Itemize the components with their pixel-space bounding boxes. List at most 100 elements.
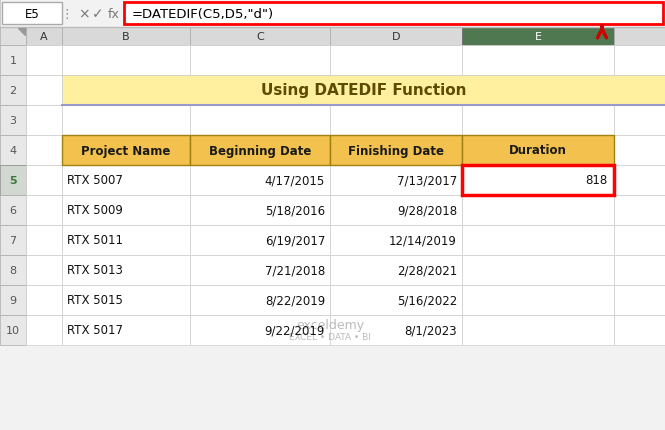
Bar	[0, 106, 26, 136]
Bar	[62, 136, 190, 166]
Bar	[462, 255, 614, 286]
Text: exceldemy: exceldemy	[296, 318, 364, 331]
Bar	[330, 255, 462, 286]
Bar	[26, 106, 62, 136]
Text: 6/19/2017: 6/19/2017	[265, 234, 325, 247]
Bar	[62, 166, 190, 196]
Bar	[614, 28, 665, 46]
Bar	[26, 225, 62, 255]
Bar	[614, 46, 665, 76]
Bar	[330, 196, 462, 225]
Bar	[62, 106, 190, 136]
Bar	[190, 166, 330, 196]
Bar	[62, 255, 190, 286]
Bar	[190, 46, 330, 76]
Bar	[614, 166, 665, 196]
Text: 9/28/2018: 9/28/2018	[397, 204, 457, 217]
Bar	[62, 196, 190, 225]
Bar	[462, 106, 614, 136]
Bar	[0, 166, 26, 196]
Text: 7/13/2017: 7/13/2017	[397, 174, 457, 187]
Text: ✓: ✓	[92, 7, 104, 21]
Text: RTX 5013: RTX 5013	[67, 264, 123, 277]
Bar	[62, 286, 190, 315]
Text: D: D	[392, 32, 400, 42]
Text: RTX 5017: RTX 5017	[67, 324, 123, 337]
Bar	[330, 106, 462, 136]
Bar	[26, 28, 62, 46]
Bar	[614, 315, 665, 345]
Bar	[462, 46, 614, 76]
Text: =DATEDIF(C5,D5,"d"): =DATEDIF(C5,D5,"d")	[132, 7, 274, 21]
Text: 818: 818	[586, 174, 608, 187]
Bar	[190, 136, 330, 166]
Bar	[26, 166, 62, 196]
Bar	[462, 166, 614, 196]
Text: 4/17/2015: 4/17/2015	[265, 174, 325, 187]
Bar	[62, 76, 665, 106]
Bar	[462, 315, 614, 345]
Bar	[462, 196, 614, 225]
Bar	[190, 315, 330, 345]
Bar	[0, 0, 665, 28]
Bar	[26, 136, 62, 166]
Bar	[62, 225, 190, 255]
Text: Duration: Duration	[509, 144, 567, 157]
Text: 5/18/2016: 5/18/2016	[265, 204, 325, 217]
Text: 6: 6	[9, 206, 17, 215]
Bar	[62, 76, 190, 106]
Bar	[0, 196, 26, 225]
Bar	[26, 196, 62, 225]
Bar	[26, 76, 62, 106]
Bar	[0, 76, 26, 106]
Bar	[614, 225, 665, 255]
Bar	[0, 46, 26, 76]
Bar	[330, 136, 462, 166]
Text: 8/1/2023: 8/1/2023	[404, 324, 457, 337]
Text: RTX 5007: RTX 5007	[67, 174, 123, 187]
Bar	[26, 46, 62, 76]
Text: A: A	[40, 32, 48, 42]
Text: EXCEL • DATA • BI: EXCEL • DATA • BI	[289, 332, 371, 341]
Bar	[2, 3, 62, 25]
Bar	[462, 166, 614, 196]
Bar	[62, 28, 190, 46]
Bar	[190, 286, 330, 315]
Bar	[0, 286, 26, 315]
Bar	[614, 196, 665, 225]
Bar	[614, 286, 665, 315]
Bar	[614, 255, 665, 286]
Text: E5: E5	[25, 7, 39, 21]
Bar	[26, 255, 62, 286]
Bar	[330, 166, 462, 196]
Bar	[0, 255, 26, 286]
Bar	[190, 255, 330, 286]
Bar	[26, 286, 62, 315]
Text: B: B	[122, 32, 130, 42]
Bar	[62, 315, 190, 345]
Bar	[614, 136, 665, 166]
Text: 818: 818	[586, 174, 608, 187]
Text: 5: 5	[9, 175, 17, 186]
Text: RTX 5015: RTX 5015	[67, 294, 123, 307]
Text: 9/22/2019: 9/22/2019	[265, 324, 325, 337]
Bar	[330, 286, 462, 315]
Bar	[462, 136, 614, 166]
Text: 12/14/2019: 12/14/2019	[389, 234, 457, 247]
Text: 7: 7	[9, 236, 17, 246]
Bar	[190, 136, 330, 166]
Bar	[62, 136, 190, 166]
Bar	[0, 315, 26, 345]
Bar	[462, 136, 614, 166]
Bar	[62, 46, 190, 76]
Bar	[462, 28, 614, 46]
Text: ⋮: ⋮	[61, 7, 73, 21]
Bar	[190, 225, 330, 255]
Polygon shape	[18, 29, 25, 36]
Text: 1: 1	[9, 56, 17, 66]
Bar	[190, 196, 330, 225]
Bar	[330, 136, 462, 166]
Bar	[0, 225, 26, 255]
Text: 5/16/2022: 5/16/2022	[397, 294, 457, 307]
Bar	[614, 76, 665, 106]
